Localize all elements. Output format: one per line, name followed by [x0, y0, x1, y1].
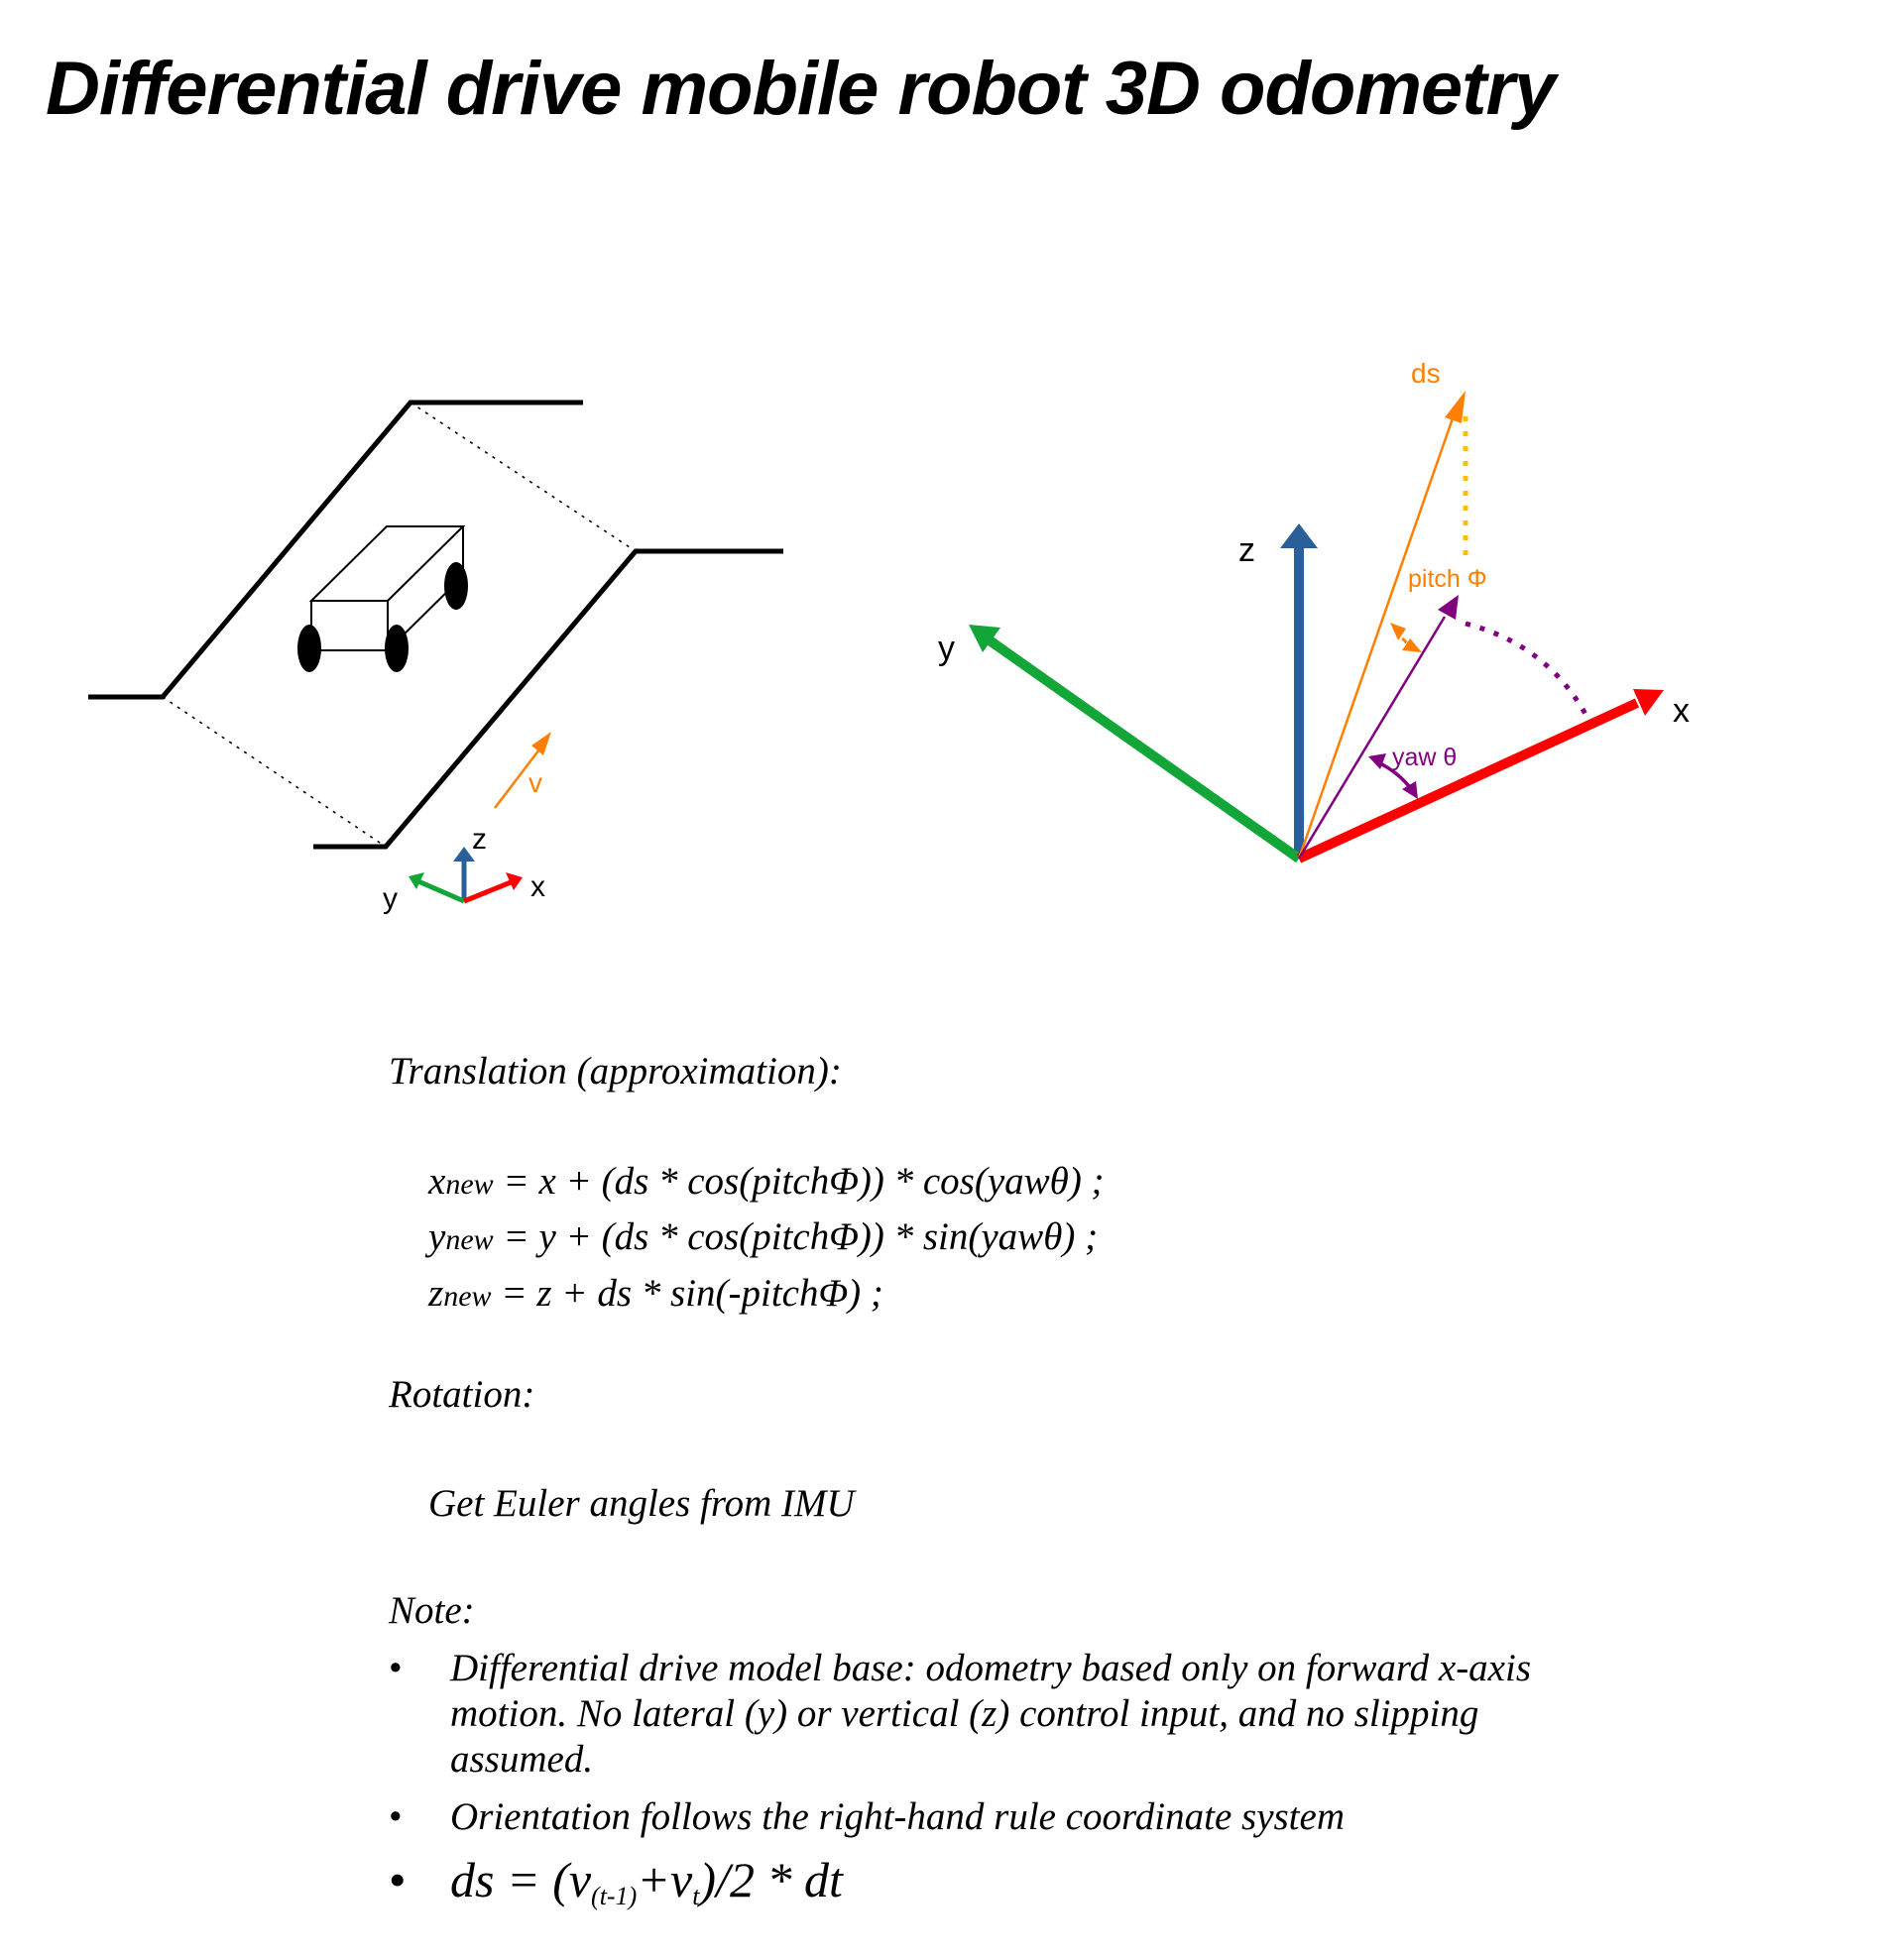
equation-z-rhs: = z + ds * sin(-pitchΦ) ;: [491, 1272, 883, 1315]
velocity-label: v: [528, 767, 542, 798]
small-axis-y-label: y: [383, 882, 398, 915]
equation-y-sub: new: [445, 1223, 494, 1256]
ramp-diagram: v z y x: [88, 400, 783, 915]
equation-x-var: x: [428, 1160, 446, 1203]
note-heading: Note:: [389, 1589, 475, 1632]
y-axis-arrow: [969, 625, 1302, 864]
note-item-text: Differential drive model base: odometry …: [450, 1647, 1532, 1781]
pitch-label: pitch Φ: [1408, 565, 1487, 593]
equation-y-var: y: [428, 1215, 446, 1258]
ds-vector: [1297, 391, 1466, 860]
ds-formula-suffix: )/2 * dt: [699, 1852, 843, 1907]
bullet: •: [389, 1647, 403, 1689]
z-axis-arrow: [1280, 523, 1318, 859]
small-axes-icon: z y x: [383, 823, 545, 915]
equation-x: xnew = x + (ds * cos(pitchΦ)) * cos(yawθ…: [428, 1159, 1105, 1204]
equation-x-rhs: = x + (ds * cos(pitchΦ)) * cos(yawθ) ;: [493, 1160, 1105, 1203]
yaw-label: yaw θ: [1392, 744, 1457, 771]
note-list: • Differential drive model base: odometr…: [387, 1646, 1557, 1936]
bullet: •: [389, 1795, 403, 1838]
equation-z-sub: new: [443, 1280, 492, 1313]
ds-formula: ds = (v(t-1)+vt)/2 * dt: [450, 1852, 843, 1910]
page-title: Differential drive mobile robot 3D odome…: [46, 47, 1556, 131]
projection-vector: [1297, 595, 1459, 860]
yaw-angle-arrow: [1368, 753, 1418, 799]
ds-label: ds: [1411, 358, 1441, 389]
robot-icon: [297, 525, 468, 672]
axis-y-label: y: [938, 630, 955, 667]
pitch-angle-arrow: [1390, 623, 1422, 652]
velocity-arrow: v: [494, 732, 551, 809]
rotation-text: Get Euler angles from IMU: [428, 1482, 855, 1525]
note-item: • Differential drive model base: odometr…: [387, 1646, 1557, 1783]
equation-x-sub: new: [445, 1168, 494, 1201]
axis-x-label: x: [1673, 692, 1690, 730]
small-axis-z-label: z: [472, 823, 487, 856]
note-item: • Orientation follows the right-hand rul…: [387, 1794, 1557, 1840]
axes-diagram: z y x ds pitch Φ yaw θ: [938, 358, 1690, 864]
ds-formula-sub1: (t-1): [591, 1882, 638, 1910]
ramp-dotted-edges: [162, 402, 637, 848]
note-item-text: Orientation follows the right-hand rule …: [450, 1795, 1345, 1838]
equation-z: znew = z + ds * sin(-pitchΦ) ;: [428, 1271, 883, 1316]
equation-y: ynew = y + (ds * cos(pitchΦ)) * sin(yawθ…: [428, 1214, 1098, 1259]
ds-formula-mid: +v: [637, 1852, 693, 1907]
rotation-heading: Rotation:: [389, 1373, 535, 1416]
ds-formula-sub2: t: [692, 1882, 700, 1910]
equation-z-var: z: [428, 1272, 444, 1315]
small-axis-x-label: x: [530, 870, 545, 903]
axis-z-label: z: [1238, 531, 1255, 569]
equation-y-rhs: = y + (ds * cos(pitchΦ)) * sin(yawθ) ;: [493, 1215, 1099, 1258]
projection-dotted-arc: [1465, 621, 1589, 718]
translation-heading: Translation (approximation):: [389, 1050, 842, 1093]
x-axis-arrow: [1296, 689, 1664, 864]
note-item-ds-formula: • ds = (v(t-1)+vt)/2 * dt: [387, 1852, 1557, 1924]
ds-formula-prefix: ds = (v: [450, 1852, 592, 1907]
odometry-diagrams: v z y x: [88, 358, 1690, 915]
ramp-edges: [88, 400, 783, 850]
bullet: •: [389, 1852, 407, 1907]
